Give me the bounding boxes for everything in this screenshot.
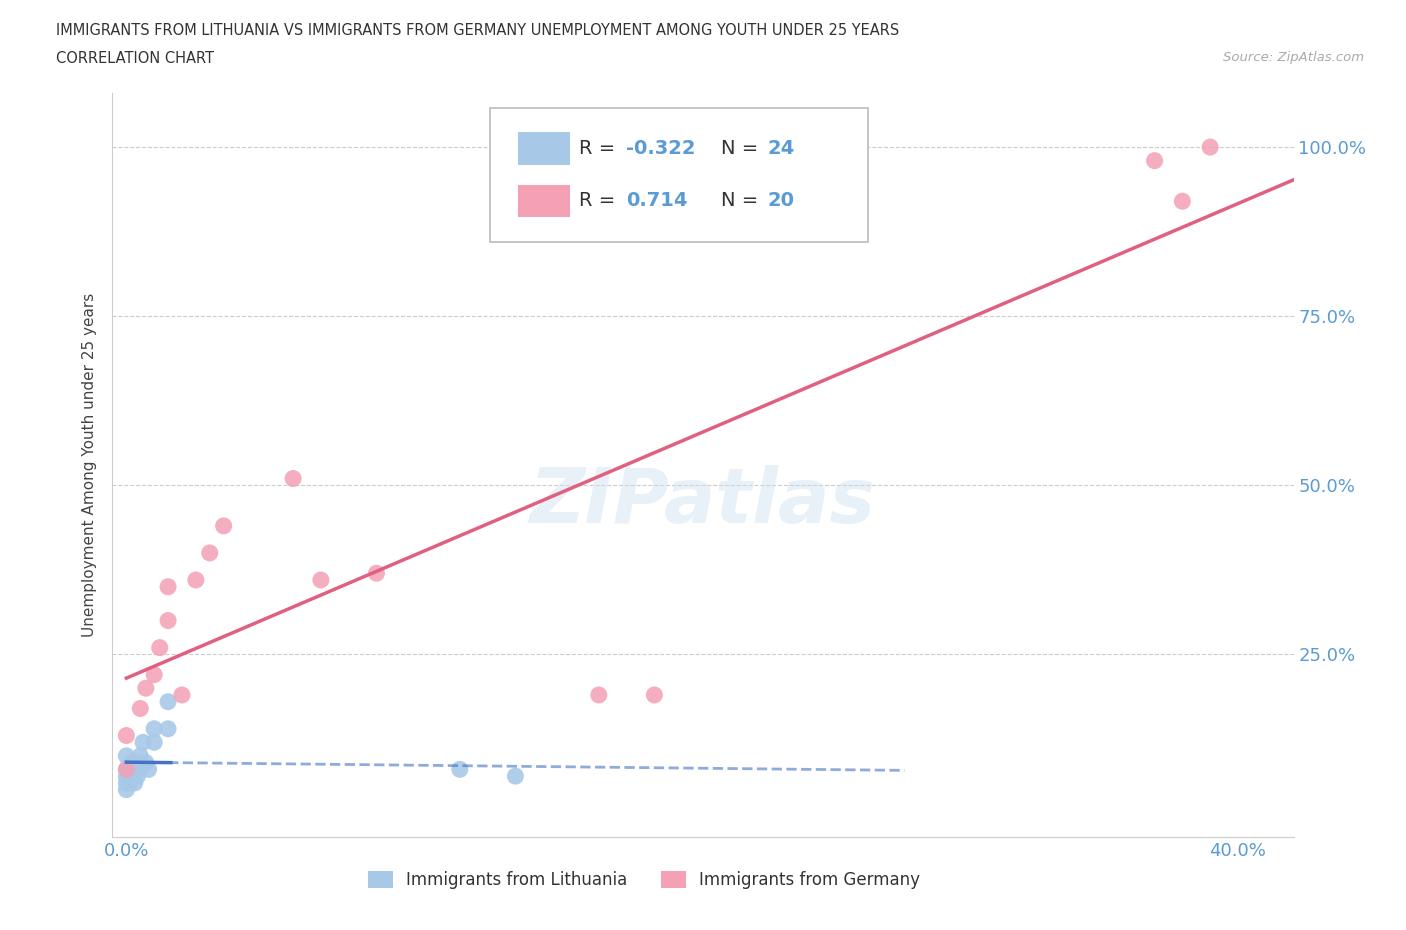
Point bbox=[115, 762, 138, 777]
Point bbox=[118, 762, 141, 777]
Point bbox=[143, 722, 166, 737]
Point bbox=[124, 762, 146, 777]
Legend: Immigrants from Lithuania, Immigrants from Germany: Immigrants from Lithuania, Immigrants fr… bbox=[361, 864, 927, 896]
Point bbox=[118, 776, 141, 790]
Point bbox=[366, 565, 388, 580]
Point bbox=[643, 687, 665, 702]
Point bbox=[157, 722, 180, 737]
Point bbox=[127, 769, 149, 784]
Point bbox=[115, 769, 138, 784]
Text: -0.322: -0.322 bbox=[626, 140, 696, 158]
Point bbox=[115, 749, 138, 764]
Point bbox=[157, 695, 180, 710]
Point bbox=[212, 518, 235, 533]
Text: N =: N = bbox=[721, 140, 765, 158]
Point bbox=[449, 762, 471, 777]
Point bbox=[129, 762, 152, 777]
Point bbox=[115, 776, 138, 790]
Point bbox=[121, 755, 143, 770]
Point bbox=[588, 687, 610, 702]
Point bbox=[129, 701, 152, 716]
Point bbox=[132, 735, 155, 750]
FancyBboxPatch shape bbox=[491, 108, 869, 242]
Point bbox=[157, 613, 180, 628]
Point bbox=[138, 762, 160, 777]
Point bbox=[135, 755, 157, 770]
Point bbox=[121, 769, 143, 784]
Point bbox=[1199, 140, 1222, 154]
Y-axis label: Unemployment Among Youth under 25 years: Unemployment Among Youth under 25 years bbox=[82, 293, 97, 637]
Point bbox=[149, 640, 172, 655]
FancyBboxPatch shape bbox=[517, 184, 569, 218]
Text: ZIPatlas: ZIPatlas bbox=[530, 465, 876, 539]
Point bbox=[127, 755, 149, 770]
Text: IMMIGRANTS FROM LITHUANIA VS IMMIGRANTS FROM GERMANY UNEMPLOYMENT AMONG YOUTH UN: IMMIGRANTS FROM LITHUANIA VS IMMIGRANTS … bbox=[56, 23, 900, 38]
Text: 24: 24 bbox=[768, 140, 796, 158]
Text: Source: ZipAtlas.com: Source: ZipAtlas.com bbox=[1223, 51, 1364, 64]
Text: 0.714: 0.714 bbox=[626, 192, 688, 210]
Point bbox=[115, 782, 138, 797]
Text: CORRELATION CHART: CORRELATION CHART bbox=[56, 51, 214, 66]
Text: R =: R = bbox=[579, 192, 621, 210]
Point bbox=[309, 573, 332, 588]
Point bbox=[143, 667, 166, 682]
Point bbox=[124, 776, 146, 790]
Point bbox=[505, 769, 527, 784]
FancyBboxPatch shape bbox=[517, 132, 569, 166]
Point bbox=[157, 579, 180, 594]
Point bbox=[184, 573, 207, 588]
Text: N =: N = bbox=[721, 192, 765, 210]
Point bbox=[135, 681, 157, 696]
Text: R =: R = bbox=[579, 140, 621, 158]
Point bbox=[1143, 153, 1166, 168]
Text: 20: 20 bbox=[768, 192, 794, 210]
Point bbox=[170, 687, 193, 702]
Point bbox=[1171, 193, 1194, 208]
Point bbox=[115, 762, 138, 777]
Point bbox=[115, 728, 138, 743]
Point bbox=[129, 749, 152, 764]
Point bbox=[281, 472, 304, 486]
Point bbox=[198, 546, 221, 561]
Point bbox=[143, 735, 166, 750]
